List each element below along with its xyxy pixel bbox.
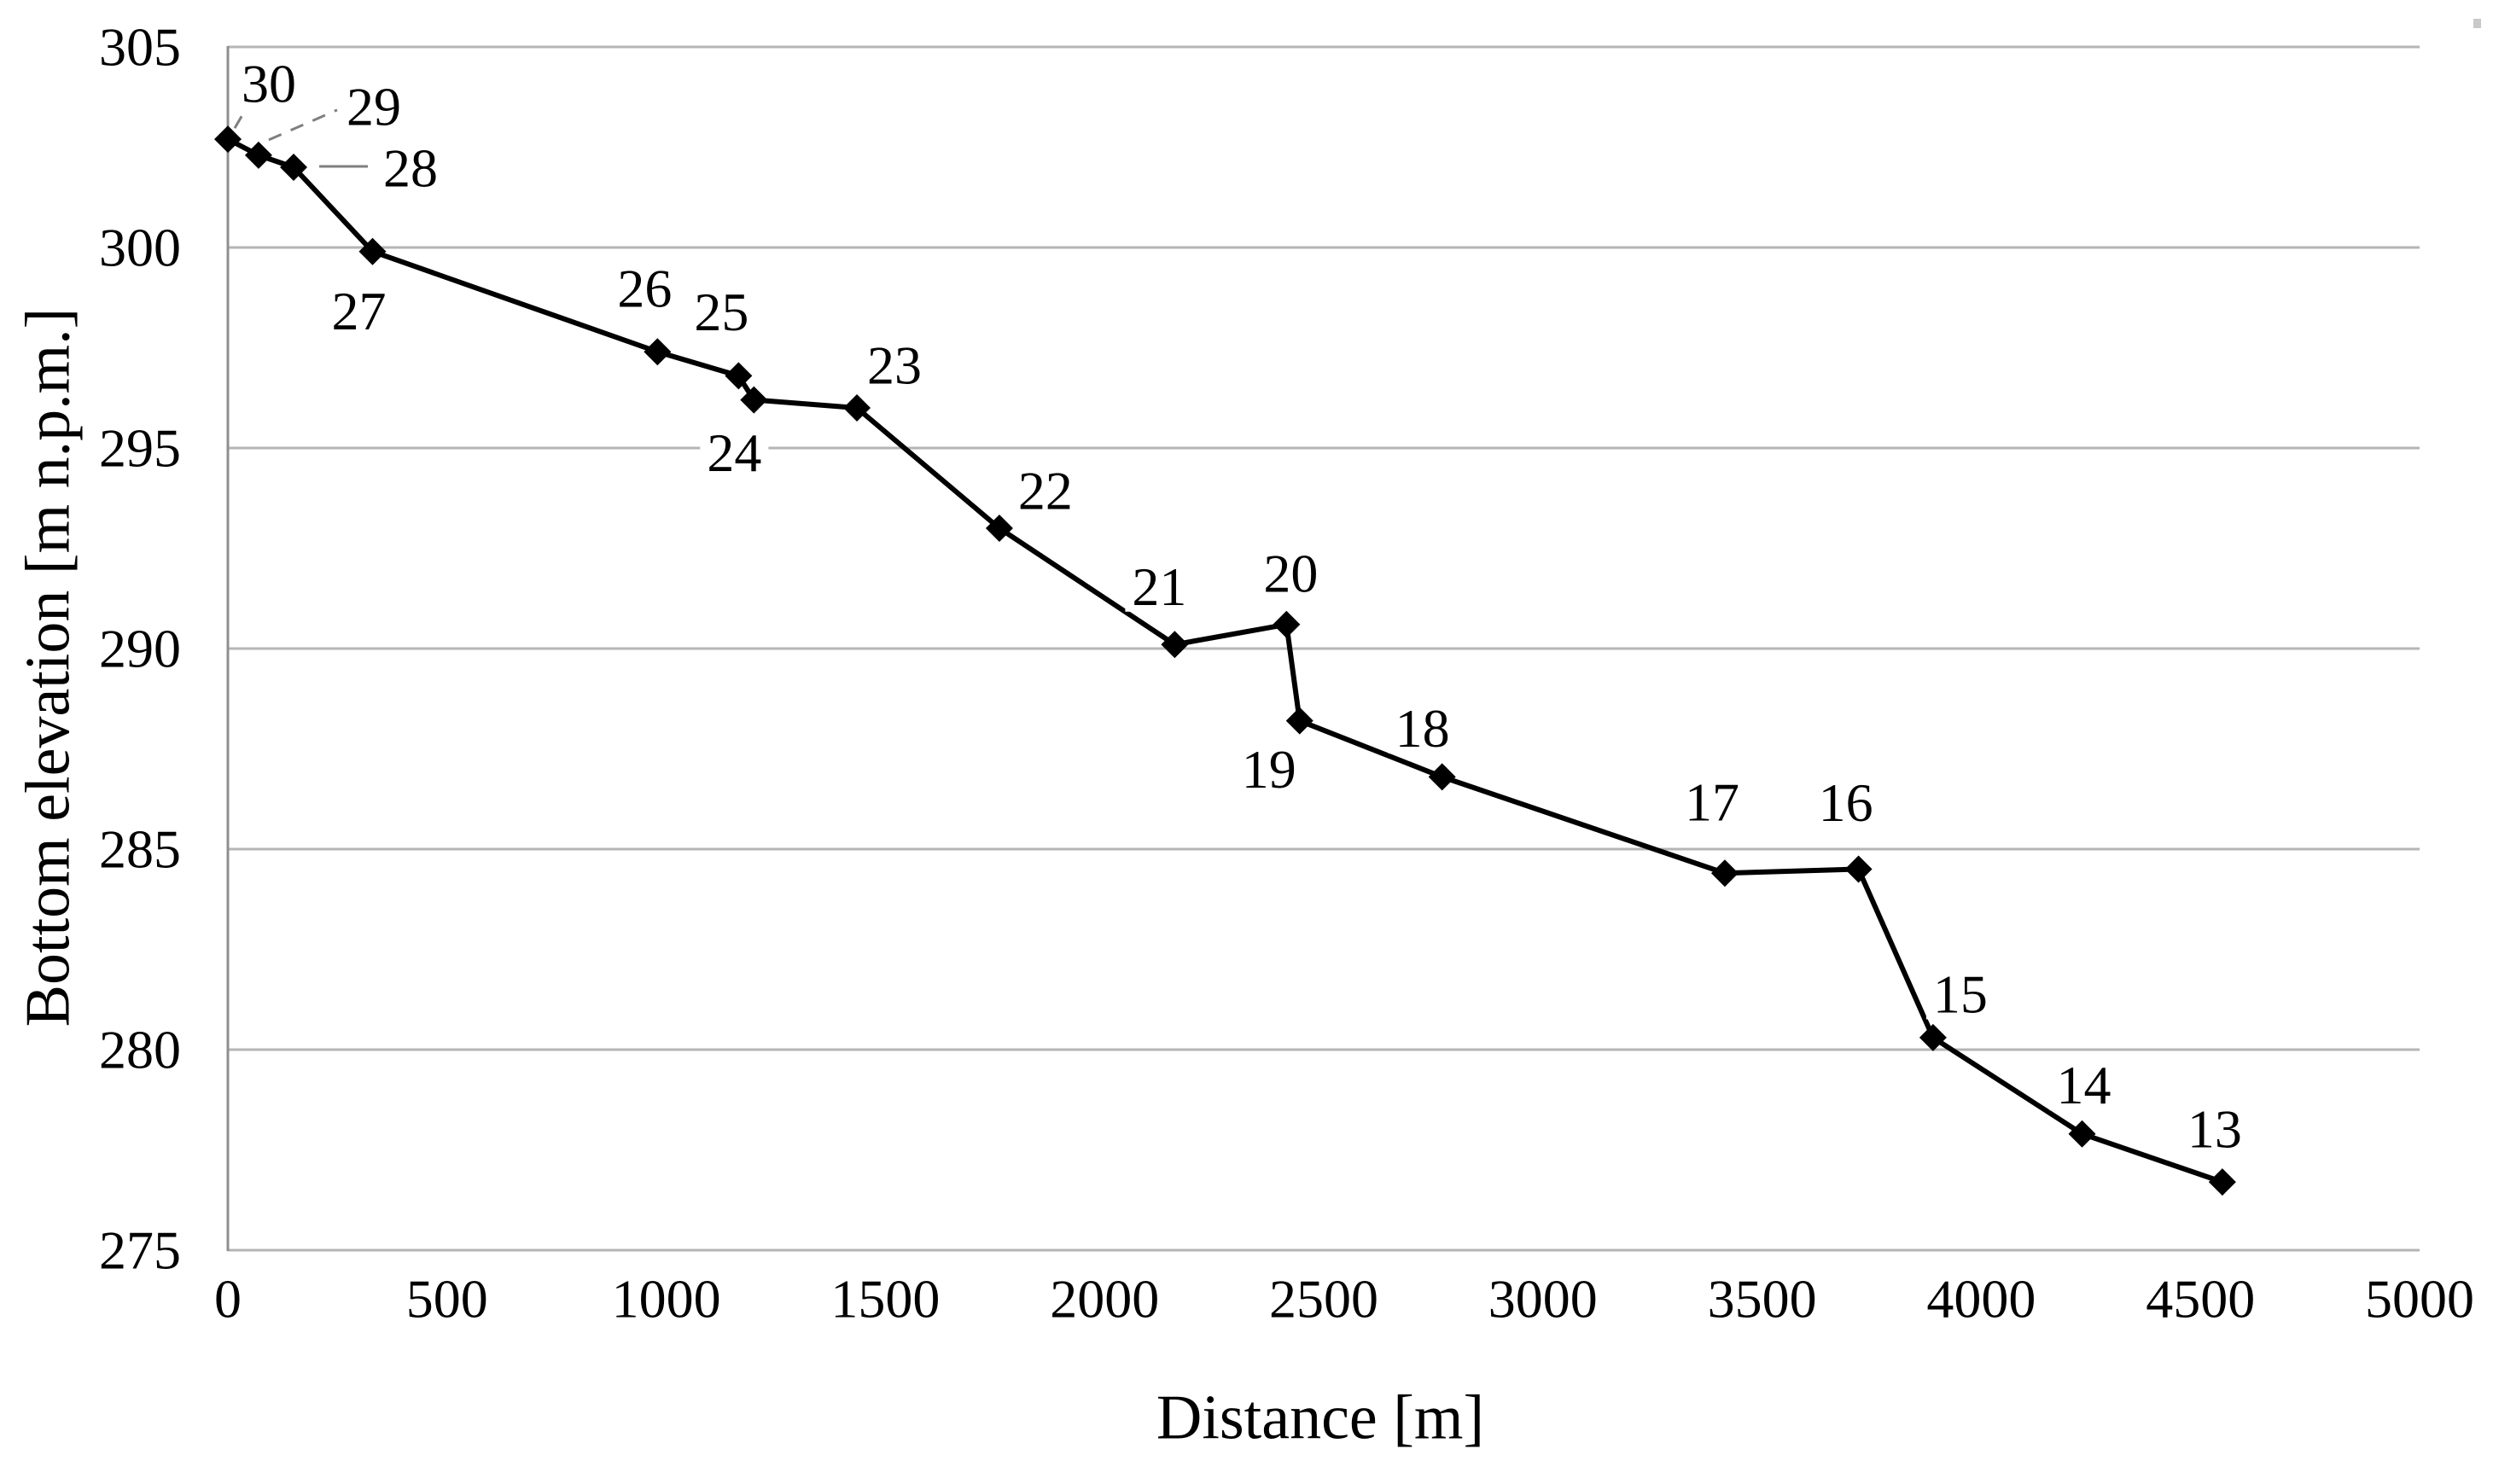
data-point-marker-20 (1273, 610, 1301, 638)
data-point-marker-27 (358, 237, 387, 265)
data-point-marker-19 (1285, 707, 1313, 735)
scan-artifact-speck (2473, 19, 2481, 28)
data-point-label-bg-17 (1677, 777, 1746, 828)
data-point-label-bg-27 (324, 286, 393, 337)
data-point-label-29: 29 (347, 76, 401, 137)
data-point-label-26: 26 (617, 259, 672, 319)
data-point-label-bg-19 (1234, 744, 1303, 795)
x-tick-label-0: 0 (214, 1269, 242, 1330)
data-point-label-13: 13 (2187, 1099, 2242, 1160)
data-point-label-bg-16 (1811, 777, 1880, 828)
data-point-label-17: 17 (1685, 772, 1739, 833)
data-point-marker-26 (644, 338, 672, 366)
y-tick-label-300: 300 (99, 218, 181, 278)
data-point-label-30: 30 (242, 54, 296, 114)
data-point-marker-15 (1919, 1023, 1947, 1051)
data-point-label-bg-20 (1256, 548, 1325, 599)
data-point-marker-17 (1710, 859, 1739, 887)
data-point-marker-16 (1844, 855, 1873, 883)
data-point-label-bg-28 (376, 143, 446, 194)
x-tick-label-500: 500 (406, 1269, 488, 1330)
data-point-label-14: 14 (2057, 1055, 2111, 1115)
data-point-label-bg-25 (687, 286, 756, 337)
data-point-label-bg-14 (2049, 1060, 2118, 1111)
data-point-label-bg-30 (235, 58, 303, 109)
data-point-label-18: 18 (1395, 698, 1450, 759)
data-point-label-bg-18 (1388, 702, 1457, 754)
data-point-label-21: 21 (1132, 556, 1186, 617)
y-tick-label-295: 295 (99, 418, 181, 479)
leader-line-30 (233, 113, 245, 129)
data-point-label-bg-24 (700, 428, 769, 479)
x-tick-label-3000: 3000 (1488, 1269, 1598, 1330)
x-tick-label-2500: 2500 (1269, 1269, 1378, 1330)
y-tick-label-280: 280 (99, 1020, 181, 1080)
x-tick-label-4500: 4500 (2146, 1269, 2255, 1330)
x-tick-label-1000: 1000 (612, 1269, 721, 1330)
data-point-label-bg-13 (2180, 1103, 2249, 1155)
x-tick-label-5000: 5000 (2365, 1269, 2474, 1330)
y-tick-label-275: 275 (99, 1220, 181, 1281)
data-point-marker-14 (2068, 1120, 2096, 1148)
x-tick-label-1500: 1500 (830, 1269, 940, 1330)
data-point-label-bg-26 (610, 263, 679, 314)
data-point-label-16: 16 (1819, 772, 1873, 833)
x-tick-label-4000: 4000 (1926, 1269, 2036, 1330)
data-point-marker-23 (843, 394, 871, 422)
data-point-marker-28 (280, 154, 308, 181)
data-point-marker-25 (725, 362, 753, 390)
data-point-label-bg-29 (339, 81, 408, 132)
leader-line-29 (268, 108, 338, 142)
y-axis-title: Bottom elevation [m n.p.m.] (13, 307, 84, 1027)
data-point-label-28: 28 (383, 138, 438, 199)
x-tick-label-2000: 2000 (1050, 1269, 1159, 1330)
y-tick-label-285: 285 (99, 819, 181, 880)
data-point-label-bg-15 (1925, 969, 1995, 1020)
y-tick-label-305: 305 (99, 17, 181, 78)
data-point-marker-13 (2208, 1168, 2236, 1196)
x-tick-label-3500: 3500 (1708, 1269, 1817, 1330)
data-point-label-bg-23 (860, 340, 929, 391)
data-point-label-22: 22 (1018, 461, 1073, 521)
data-point-label-24: 24 (707, 422, 761, 483)
data-point-label-27: 27 (331, 281, 386, 341)
data-point-label-23: 23 (867, 335, 922, 396)
data-point-marker-21 (1161, 631, 1189, 659)
data-point-label-20: 20 (1263, 543, 1318, 603)
data-point-marker-30 (214, 125, 242, 154)
x-axis-title: Distance [m] (1156, 1382, 1485, 1453)
data-point-marker-29 (244, 141, 272, 169)
y-tick-label-290: 290 (99, 619, 181, 679)
data-point-label-19: 19 (1242, 739, 1296, 800)
data-point-marker-24 (740, 386, 768, 414)
data-point-label-bg-22 (1011, 465, 1080, 516)
data-point-marker-22 (985, 515, 1013, 542)
data-point-label-bg-21 (1125, 561, 1194, 612)
data-point-label-15: 15 (1933, 963, 1988, 1024)
data-point-label-25: 25 (694, 282, 748, 342)
series-line-bottom-profile (226, 137, 2223, 1184)
data-point-marker-18 (1428, 763, 1456, 791)
